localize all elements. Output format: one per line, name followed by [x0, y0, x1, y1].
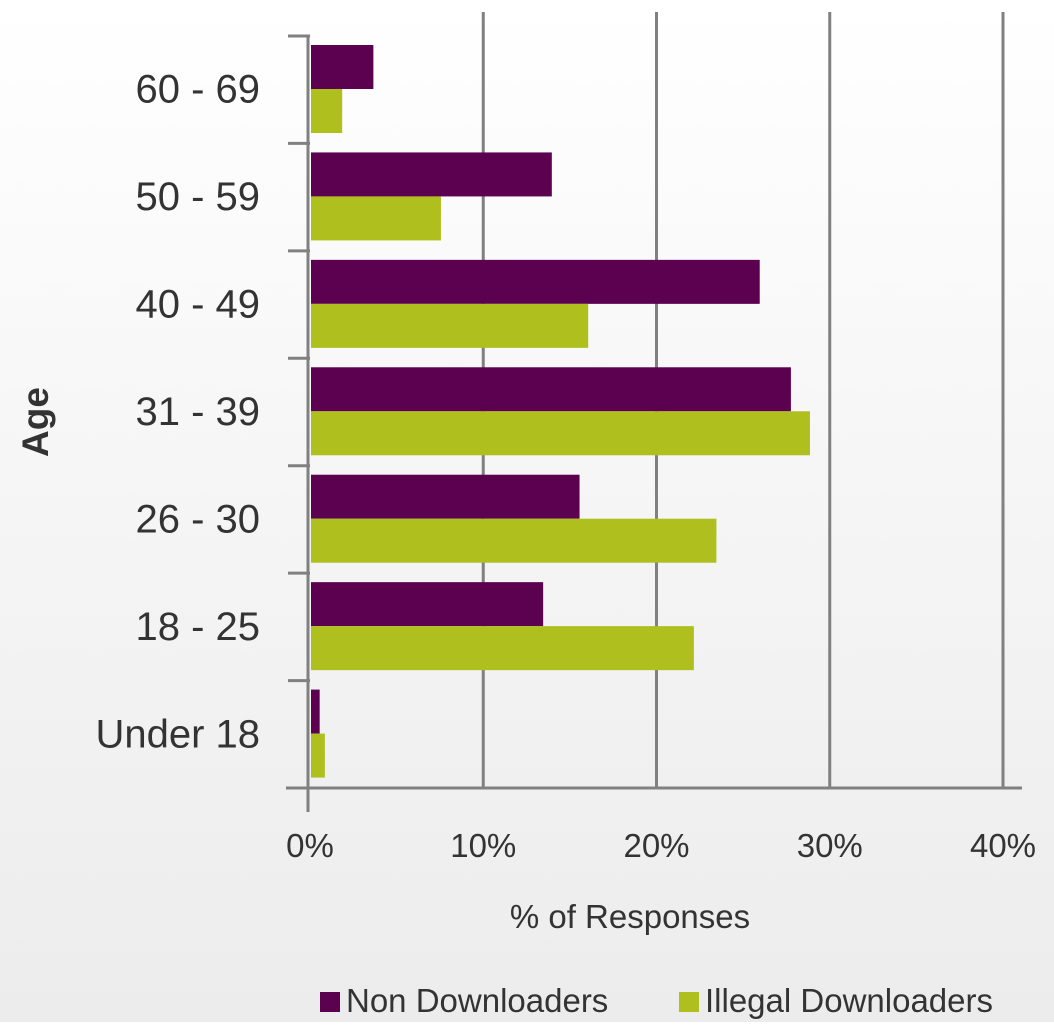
y-axis-title: Age [15, 387, 56, 457]
y-tick-label-60-69: 60 - 69 [135, 68, 260, 112]
bars [311, 45, 810, 778]
legend-swatch-illegal-downloaders [679, 992, 699, 1012]
bar-illegal-downloaders-under-18 [311, 733, 325, 778]
legend: Non Downloaders Illegal Downloaders [320, 982, 993, 1019]
bar-non-downloaders-50-59 [311, 152, 552, 197]
axes [286, 34, 1022, 812]
bar-illegal-downloaders-50-59 [311, 196, 441, 241]
y-tick-label-40-49: 40 - 49 [135, 283, 260, 327]
bar-illegal-downloaders-60-69 [311, 89, 343, 133]
bar-non-downloaders-31-39 [311, 367, 791, 412]
bar-illegal-downloaders-31-39 [311, 411, 810, 456]
bar-non-downloaders-under-18 [311, 689, 320, 734]
x-tick-label-40: 40% [970, 827, 1036, 864]
x-tick-label-20: 20% [623, 827, 689, 864]
y-tick-label-31-39: 31 - 39 [135, 390, 260, 434]
legend-label-illegal-downloaders: Illegal Downloaders [705, 982, 993, 1019]
bar-illegal-downloaders-18-25 [311, 626, 694, 671]
bar-non-downloaders-26-30 [311, 474, 580, 519]
bar-non-downloaders-60-69 [311, 45, 374, 89]
x-tick-label-30: 30% [797, 827, 863, 864]
y-tick-label-under-18: Under 18 [95, 712, 260, 756]
y-tick-label-26-30: 26 - 30 [135, 497, 260, 541]
x-tick-label-10: 10% [450, 827, 516, 864]
x-tick-label-0: 0% [286, 827, 334, 864]
y-tick-label-18-25: 18 - 25 [135, 605, 260, 649]
x-axis-title: % of Responses [510, 898, 750, 935]
legend-swatch-non-downloaders [320, 992, 340, 1012]
bar-illegal-downloaders-40-49 [311, 303, 589, 348]
tick-labels: 60 - 69 50 - 59 40 - 49 31 - 39 26 - 30 18 - … [95, 68, 1036, 864]
bar-non-downloaders-40-49 [311, 259, 760, 304]
bar-illegal-downloaders-26-30 [311, 518, 717, 563]
legend-label-non-downloaders: Non Downloaders [346, 982, 608, 1019]
y-tick-label-50-59: 50 - 59 [135, 175, 260, 219]
bar-non-downloaders-18-25 [311, 582, 544, 627]
